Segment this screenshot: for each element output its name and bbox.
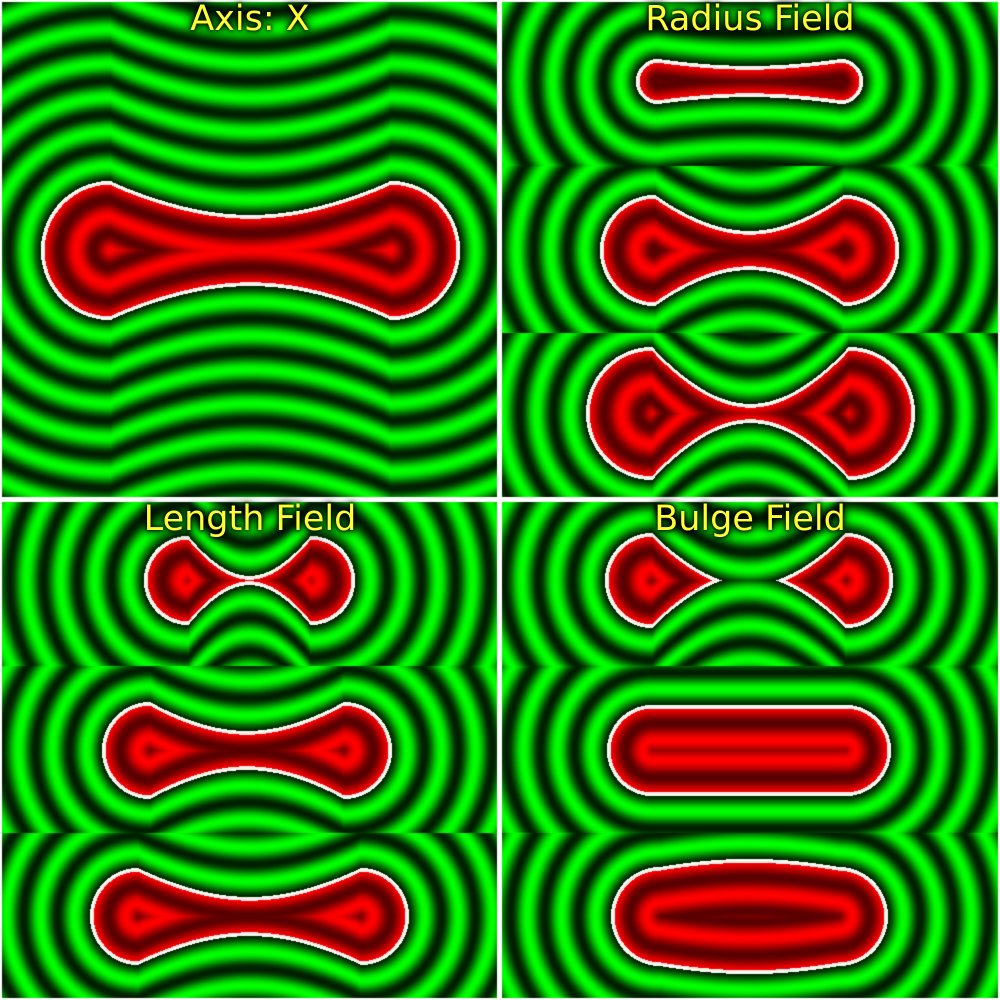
sdf-visualization-canvas bbox=[0, 0, 1000, 1000]
